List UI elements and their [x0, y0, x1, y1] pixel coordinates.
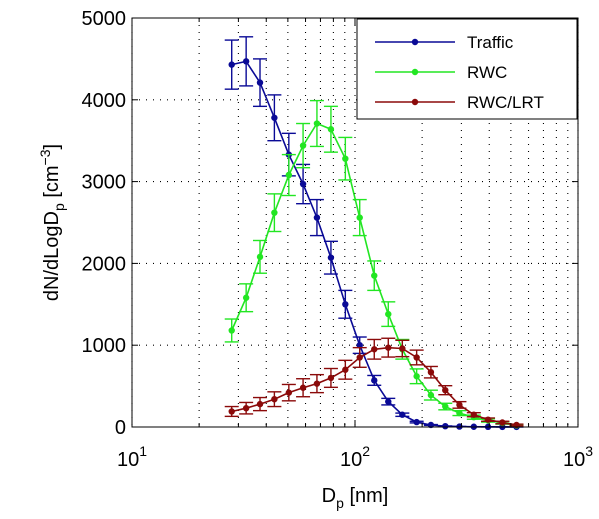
- data-point: [256, 79, 264, 86]
- y-tick-label: 3000: [82, 172, 127, 194]
- y-tick-label: 5000: [82, 8, 127, 30]
- y-tick-label: 0: [115, 417, 126, 439]
- series-layer: [224, 36, 524, 431]
- data-point: [242, 58, 250, 65]
- data-point: [442, 422, 449, 430]
- x-label-main: D: [322, 485, 336, 507]
- data-point: [484, 416, 492, 423]
- data-point: [228, 61, 235, 68]
- y-tick-label: 1000: [82, 335, 127, 357]
- data-point: [385, 310, 392, 318]
- data-point: [442, 386, 449, 394]
- y-label-mid: [cm: [41, 165, 63, 203]
- data-point: [342, 301, 349, 308]
- data-point: [228, 327, 235, 334]
- data-point: [271, 395, 278, 403]
- data-point: [313, 380, 321, 387]
- data-point: [371, 272, 378, 279]
- x-tick-base: 10: [340, 449, 362, 471]
- data-point: [385, 344, 392, 351]
- y-label-sub: p: [51, 203, 67, 211]
- data-point: [285, 171, 293, 179]
- data-point: [356, 342, 363, 349]
- data-point: [413, 418, 420, 426]
- y-label-main: dN/dLogD: [41, 211, 63, 301]
- data-point: [399, 345, 406, 352]
- legend: Traffic RWC RWC/LRT: [356, 18, 578, 120]
- x-tick-base: 10: [563, 449, 585, 471]
- series-2: [224, 337, 524, 429]
- data-point: [456, 409, 463, 417]
- legend-label: Traffic: [467, 33, 514, 52]
- data-point: [371, 377, 378, 384]
- x-tick-exp: 3: [585, 443, 593, 459]
- data-point: [327, 374, 335, 382]
- y-tick-label: 2000: [82, 253, 127, 275]
- data-point: [242, 404, 250, 412]
- x-tick-base: 10: [117, 449, 139, 471]
- data-point: [356, 214, 363, 221]
- x-label-rest: [nm]: [344, 485, 388, 507]
- x-tick-exp: 1: [139, 443, 147, 459]
- data-point: [285, 389, 293, 396]
- data-point: [256, 253, 264, 261]
- data-point: [327, 254, 335, 261]
- x-tick-label: 101: [117, 443, 147, 471]
- data-point: [327, 126, 335, 133]
- x-label-sub: p: [336, 495, 344, 511]
- data-point: [342, 155, 349, 162]
- data-point: [299, 180, 307, 188]
- data-point: [470, 411, 478, 418]
- x-tick-exp: 2: [362, 443, 370, 459]
- data-point: [456, 401, 463, 409]
- y-label-sup: −3: [37, 149, 53, 165]
- data-point: [385, 398, 392, 405]
- y-label-end: ]: [41, 144, 63, 150]
- data-point: [242, 294, 250, 301]
- data-point: [371, 346, 378, 353]
- data-point: [399, 411, 406, 418]
- legend-label: RWC: [467, 63, 507, 82]
- x-tick-label: 103: [563, 443, 593, 471]
- y-axis-label: dN/dLogDp [cm−3]: [37, 144, 67, 301]
- legend-marker: [411, 68, 419, 76]
- data-point: [413, 373, 420, 380]
- data-point: [342, 366, 349, 373]
- data-point: [413, 354, 420, 361]
- data-point: [427, 368, 435, 376]
- legend-marker: [411, 98, 419, 106]
- data-point: [356, 354, 363, 361]
- data-point: [299, 142, 307, 149]
- data-point: [256, 400, 264, 408]
- x-axis-label: Dp [nm]: [322, 485, 389, 511]
- data-point: [442, 403, 449, 410]
- data-point: [271, 209, 278, 216]
- data-point: [499, 419, 506, 426]
- data-point: [228, 408, 235, 415]
- legend-marker: [411, 38, 419, 46]
- x-tick-label: 102: [340, 443, 370, 471]
- data-point: [313, 214, 321, 221]
- data-point: [271, 114, 278, 121]
- data-point: [299, 384, 307, 391]
- data-point: [313, 120, 321, 127]
- data-point: [427, 391, 435, 399]
- legend-label: RWC/LRT: [467, 93, 544, 112]
- y-tick-label: 4000: [82, 90, 127, 112]
